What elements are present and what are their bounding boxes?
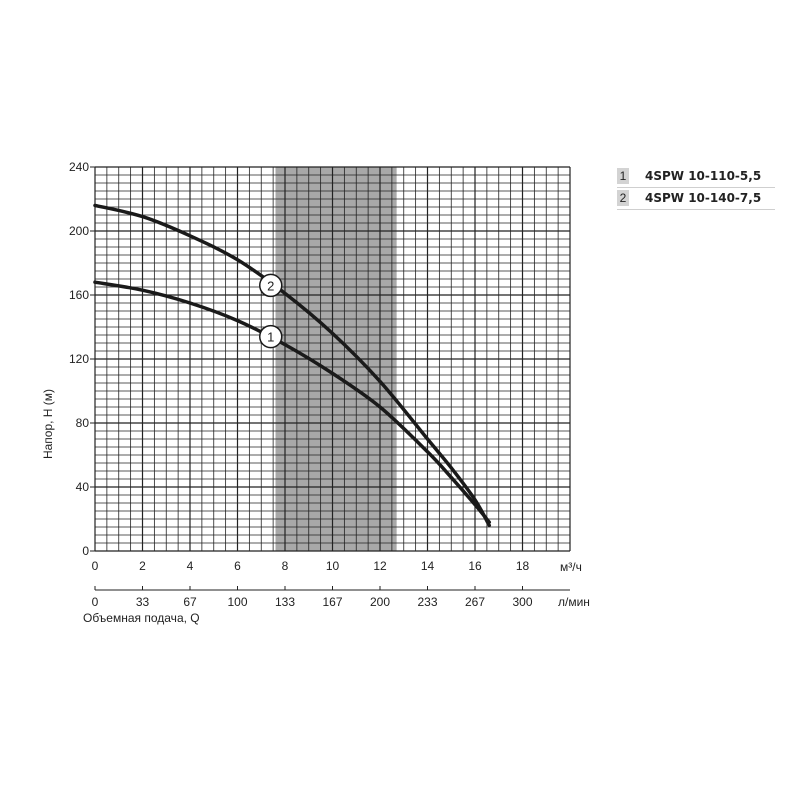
y-tick-label: 200 (69, 224, 89, 238)
x-tick-label: 4 (187, 559, 194, 573)
x-tick-label: 16 (468, 559, 482, 573)
legend-item: 1 4SPW 10-110-5,5 (617, 166, 775, 188)
x-axis-ticks-m3h: 0 2 4 6 8 10 12 14 16 18 (92, 559, 530, 573)
x-tick-label: 0 (92, 559, 99, 573)
x-tick-label: 10 (326, 559, 340, 573)
curves (93, 203, 491, 528)
x-tick-label: 2 (139, 559, 146, 573)
x2-tick-label: 133 (275, 595, 295, 609)
x2-tick-label: 100 (227, 595, 247, 609)
legend-divider (617, 209, 775, 210)
y-tick-label: 120 (69, 352, 89, 366)
x-axis-ticks-lmin: 0 33 67 100 133 167 200 233 267 300 (92, 586, 533, 609)
legend-item-label: 4SPW 10-140-7,5 (645, 191, 762, 205)
x-tick-label: 8 (282, 559, 289, 573)
series-line-2 (93, 203, 491, 528)
series-marker-label: 2 (267, 278, 274, 293)
legend-item-number: 2 (617, 190, 629, 206)
series-line-1 (93, 280, 491, 524)
legend-item-label: 4SPW 10-110-5,5 (645, 169, 762, 183)
series-marker-circle (259, 273, 283, 298)
x2-tick-label: 267 (465, 595, 485, 609)
x-axis-label: Объемная подача, Q (83, 611, 200, 625)
x2-tick-label: 167 (322, 595, 342, 609)
legend-divider (617, 187, 775, 188)
x-tick-label: 18 (516, 559, 530, 573)
x2-tick-label: 233 (417, 595, 437, 609)
y-tick-label: 240 (69, 160, 89, 174)
y-tick-label: 80 (76, 416, 90, 430)
y-axis-label: Напор, H (м) (41, 389, 55, 459)
major-grid (94, 166, 571, 552)
y-tick-label: 40 (76, 480, 90, 494)
x2-tick-label: 0 (92, 595, 99, 609)
x2-tick-label: 67 (183, 595, 197, 609)
curve-markers: 12 (259, 273, 283, 349)
x-unit-secondary: л/мин (558, 595, 590, 609)
y-tick-label: 160 (69, 288, 89, 302)
x-tick-label: 6 (234, 559, 241, 573)
x2-tick-label: 33 (136, 595, 150, 609)
legend-item-number: 1 (617, 168, 629, 184)
x-unit-primary: м³/ч (560, 560, 582, 574)
x-tick-label: 14 (421, 559, 435, 573)
legend-item: 2 4SPW 10-140-7,5 (617, 188, 775, 210)
x-tick-label: 12 (373, 559, 387, 573)
x2-tick-label: 200 (370, 595, 390, 609)
legend: 1 4SPW 10-110-5,5 2 4SPW 10-140-7,5 (617, 166, 775, 210)
y-tick-label: 0 (82, 544, 89, 558)
y-axis-ticks: 0 40 80 120 160 200 240 (69, 160, 95, 558)
series-marker-circle (259, 324, 283, 349)
x2-tick-label: 300 (512, 595, 532, 609)
series-marker-label: 1 (267, 330, 274, 345)
